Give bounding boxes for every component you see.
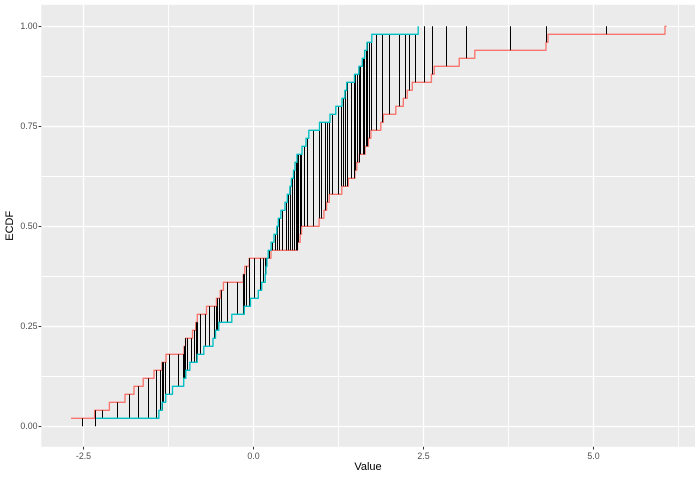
svg-text:2.5: 2.5 (417, 451, 429, 461)
svg-text:0.0: 0.0 (247, 451, 259, 461)
svg-text:Value: Value (354, 461, 381, 473)
svg-text:0.00: 0.00 (20, 421, 37, 431)
svg-text:1.00: 1.00 (20, 21, 37, 31)
svg-text:-2.5: -2.5 (76, 451, 91, 461)
svg-text:5.0: 5.0 (587, 451, 599, 461)
svg-text:0.75: 0.75 (20, 121, 37, 131)
svg-text:0.25: 0.25 (20, 321, 37, 331)
svg-text:ECDF: ECDF (4, 211, 16, 241)
svg-text:0.50: 0.50 (20, 221, 37, 231)
